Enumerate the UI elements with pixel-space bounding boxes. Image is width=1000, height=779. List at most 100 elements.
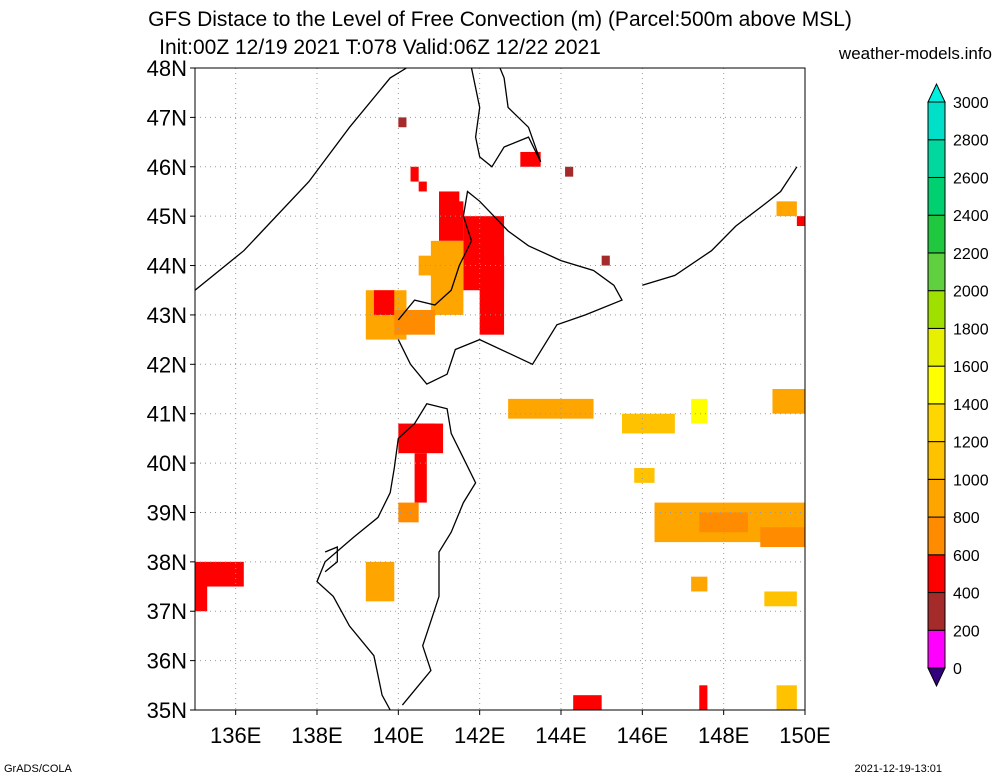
colorbar-segment	[927, 327, 946, 367]
shaded-cell	[520, 151, 541, 167]
lat-tick-label: 40N	[147, 451, 187, 476]
colorbar-label: 800	[953, 510, 980, 527]
lat-tick-label: 37N	[147, 599, 187, 624]
lat-tick-label: 47N	[147, 105, 187, 130]
lat-tick-label: 43N	[147, 303, 187, 328]
colorbar-segment	[927, 252, 946, 292]
colorbar-segment	[927, 290, 946, 329]
footer-right: 2021-12-19-13:01	[854, 763, 942, 775]
colorbar-segment	[927, 629, 946, 669]
coastline	[316, 403, 477, 710]
colorbar-label: 0	[953, 661, 962, 678]
shaded-cell	[508, 398, 594, 419]
shaded-cells	[195, 117, 805, 710]
colorbar-label: 1800	[953, 321, 989, 338]
lon-tick-label: 144E	[535, 723, 586, 748]
shaded-cell	[418, 255, 439, 276]
colorbar-segment	[927, 176, 946, 216]
shaded-cell	[764, 591, 797, 607]
shaded-cell	[414, 453, 427, 503]
shaded-cell	[373, 290, 395, 315]
shaded-cell	[699, 512, 749, 533]
map-title-line-1: GFS Distace to the Level of Free Convect…	[148, 8, 852, 31]
lon-tick-label: 146E	[617, 723, 668, 748]
credit-label: weather-models.info	[838, 44, 992, 63]
shaded-cell	[622, 413, 675, 434]
lon-tick-label: 142E	[454, 723, 505, 748]
coastline-mainland	[195, 68, 407, 291]
shaded-cell	[365, 561, 395, 602]
shaded-cell	[414, 423, 435, 439]
shaded-cell	[195, 571, 208, 612]
shaded-cell	[760, 527, 805, 548]
lat-tick-label: 39N	[147, 500, 187, 525]
lon-tick-label: 150E	[779, 723, 830, 748]
lat-tick-label: 45N	[147, 204, 187, 229]
shaded-cell	[601, 255, 610, 266]
colorbar-segment	[927, 365, 946, 405]
colorbar-label: 2800	[953, 133, 989, 150]
shaded-cell	[776, 685, 797, 710]
colorbar-segment	[927, 592, 946, 631]
colorbar-label: 2600	[953, 170, 989, 187]
lat-tick-label: 44N	[147, 254, 187, 279]
shaded-cell	[398, 117, 407, 128]
shaded-cell	[573, 695, 602, 710]
shaded-cell	[394, 309, 435, 335]
footer-left: GrADS/COLA	[4, 763, 72, 775]
shaded-cell	[439, 201, 464, 241]
shaded-cell	[796, 216, 805, 227]
lat-tick-label: 41N	[147, 402, 187, 427]
colorbar: 0 200 400 600 800 1000 1200 1400 1600 1800 2000 220…	[927, 82, 989, 688]
lon-tick-label: 140E	[373, 723, 424, 748]
shaded-cell	[691, 576, 708, 592]
colorbar-upper-arrow	[927, 82, 946, 103]
shaded-cell	[691, 398, 708, 424]
lat-tick-label: 48N	[147, 56, 187, 81]
colorbar-segment	[927, 214, 946, 254]
shaded-cell	[479, 255, 505, 335]
coastline	[470, 68, 542, 168]
colorbar-label: 1400	[953, 397, 989, 414]
lat-tick-label: 36N	[147, 649, 187, 674]
colorbar-segment	[927, 139, 946, 178]
coastline	[324, 546, 338, 573]
gridlines	[195, 68, 806, 710]
shaded-cell	[398, 502, 419, 523]
shaded-cell	[772, 389, 805, 414]
colorbar-segment	[927, 403, 946, 443]
lat-tick-label: 46N	[147, 155, 187, 180]
colorbar-segment	[927, 554, 946, 594]
colorbar-label: 3000	[953, 95, 989, 112]
colorbar-segment	[927, 516, 946, 556]
colorbar-lower-arrow	[927, 667, 946, 688]
lat-tick-label: 35N	[147, 698, 187, 723]
shaded-cell	[430, 240, 464, 315]
map-frame	[194, 67, 806, 711]
colorbar-label: 2000	[953, 284, 989, 301]
colorbar-segment	[927, 101, 946, 141]
lat-tick-label: 42N	[147, 352, 187, 377]
lat-tick-label: 38N	[147, 550, 187, 575]
shaded-cell	[418, 181, 427, 192]
lon-tick-label: 138E	[291, 723, 342, 748]
colorbar-label: 400	[953, 586, 980, 603]
shaded-cell	[776, 201, 797, 217]
colorbar-label: 200	[953, 623, 980, 640]
shaded-cell	[565, 166, 574, 177]
colorbar-segment	[927, 441, 946, 480]
shaded-cell	[634, 468, 655, 483]
axis-labels: 35N 36N 37N 38N 39N 40N 41N 42N 43N 44N 45N 46N 47N 4…	[147, 56, 831, 748]
lon-tick-label: 136E	[210, 723, 261, 748]
colorbar-label: 2400	[953, 208, 989, 225]
colorbar-label: 2200	[953, 246, 989, 263]
shaded-cell	[410, 166, 419, 182]
coastline	[397, 190, 623, 385]
coastline	[642, 166, 798, 286]
colorbar-label: 1600	[953, 359, 989, 376]
map-title-line-2: Init:00Z 12/19 2021 T:078 Valid:06Z 12/2…	[159, 36, 601, 59]
colorbar-label: 1200	[953, 435, 989, 452]
colorbar-label: 600	[953, 548, 980, 565]
colorbar-segment	[927, 478, 946, 518]
